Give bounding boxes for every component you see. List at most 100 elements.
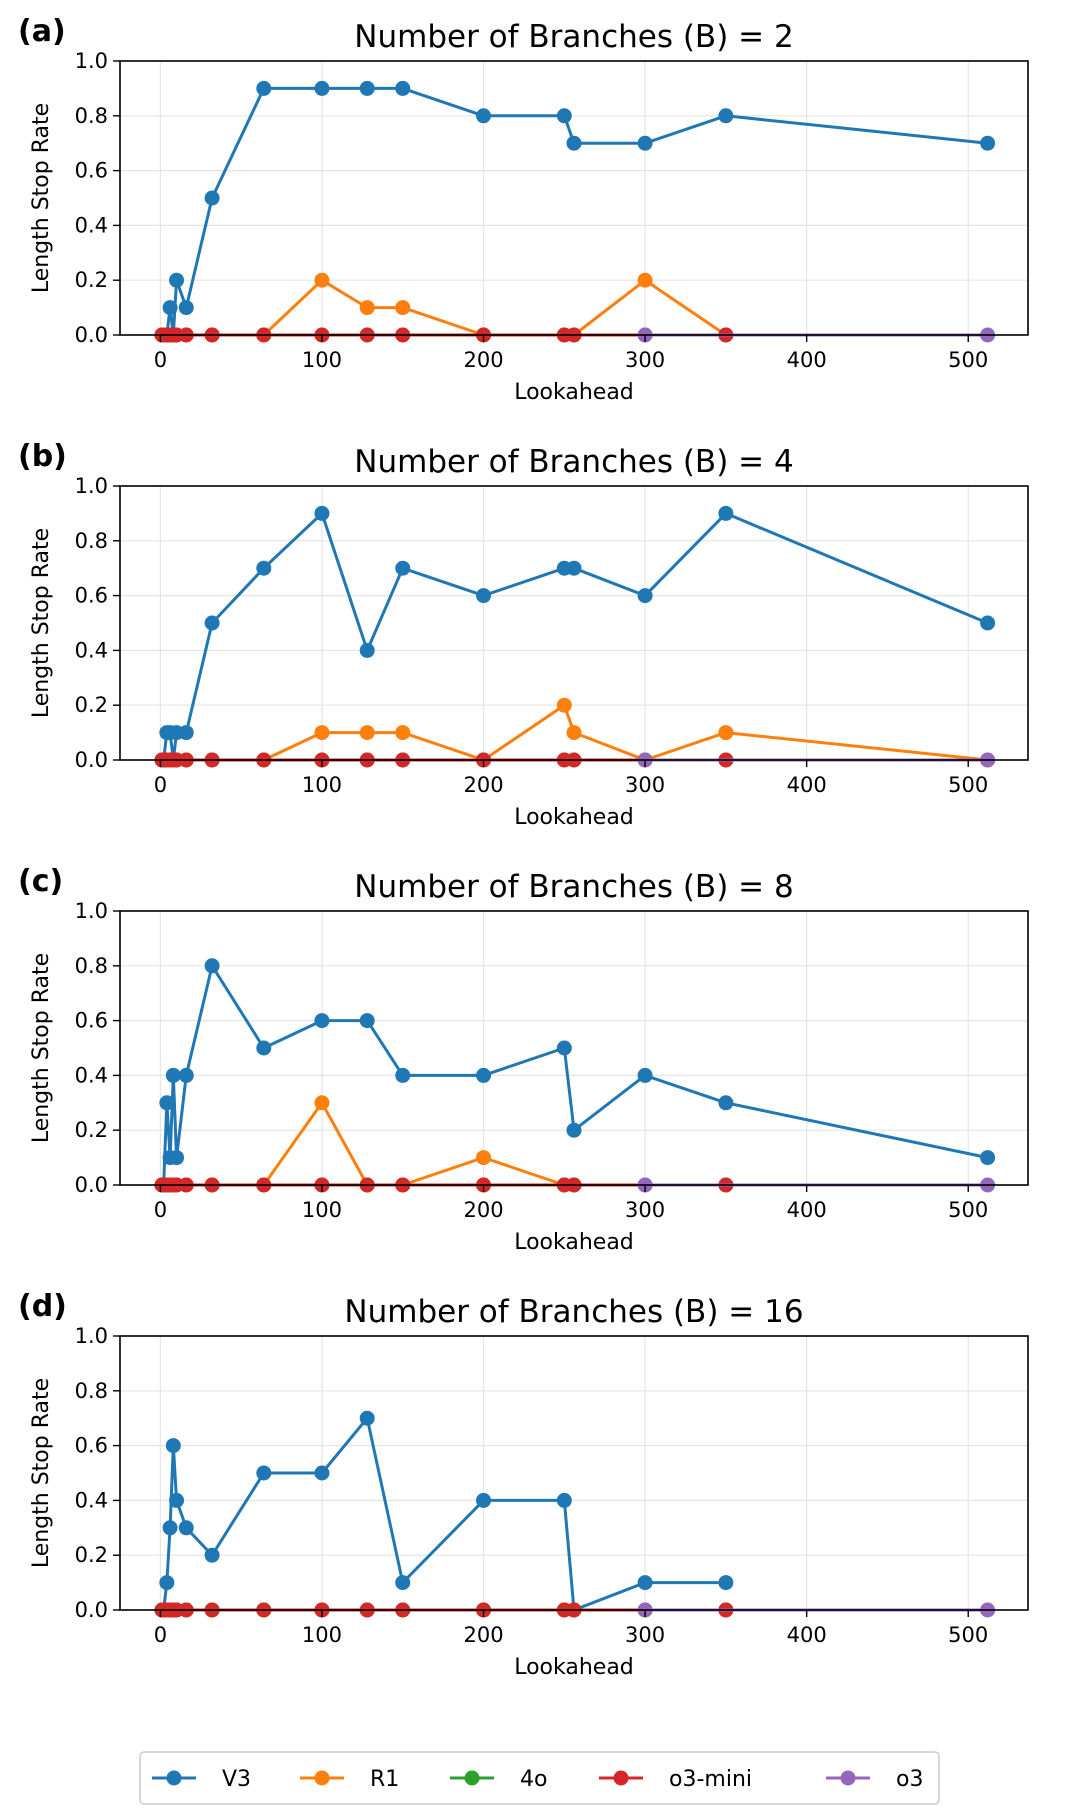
chart-3-x-tick-label: 500	[948, 1198, 988, 1222]
legend: V3 R1 4o o3-mini o3	[139, 1751, 940, 1805]
chart-2-series-v3-point	[314, 505, 330, 521]
chart-1-series-v3-point	[637, 135, 653, 151]
chart-1-y-tick-label: 0.4	[75, 213, 108, 237]
chart-3-series-r1-point	[476, 1150, 492, 1166]
legend-box	[139, 1751, 940, 1805]
chart-4-series-v3-point	[718, 1575, 734, 1591]
chart-3-series-v3-point	[395, 1067, 411, 1083]
chart-1-series-v3-point	[359, 80, 375, 96]
chart-4-x-tick-label: 100	[302, 1623, 342, 1647]
chart-3-series-v3-point	[637, 1067, 653, 1083]
chart-2-x-tick-label: 400	[787, 773, 827, 797]
legend-item-4o: 4o	[450, 1767, 547, 1792]
chart-4-x-axis-label: Lookahead	[514, 1655, 634, 1680]
chart-1-x-axis-label: Lookahead	[514, 380, 634, 405]
chart-3-plot-frame	[119, 910, 1029, 1186]
legend-marker-v3	[166, 1770, 182, 1786]
chart-3-series-v3-point	[980, 1150, 996, 1166]
chart-4-series-v3-point	[159, 1575, 175, 1591]
chart-1-series-r1-point	[314, 272, 330, 288]
chart-1-series-v3-point	[256, 80, 272, 96]
chart-4-series-v3-point	[314, 1465, 330, 1481]
chart-1-series-v3-point	[476, 108, 492, 124]
chart-panels: (a) Number of Branches (B) = 2 0 100 200 300 4…	[18, 14, 1029, 1680]
chart-4-x-tick-label: 400	[787, 1623, 827, 1647]
chart-2-y-tick-label: 0.6	[75, 584, 108, 608]
chart-2-series-v3-point	[718, 505, 734, 521]
chart-2-series-v3-point	[256, 560, 272, 576]
chart-4-series-v3-point	[162, 1520, 178, 1536]
chart-2-x-tick-label: 100	[302, 773, 342, 797]
chart-2-panel-label: (b)	[18, 439, 67, 474]
legend-label-o3-mini: o3-mini	[669, 1767, 752, 1792]
chart-4-series-v3-point	[204, 1547, 220, 1563]
chart-3-series-v3-point	[165, 1067, 181, 1083]
chart-3-series-v3-point	[204, 958, 220, 974]
chart-3-y-tick-label: 0.2	[75, 1118, 108, 1142]
legend-label-r1: R1	[370, 1767, 399, 1792]
legend-marker-r1	[314, 1770, 330, 1786]
chart-2-series-v3-point	[476, 588, 492, 604]
legend-item-o3: o3	[826, 1767, 923, 1792]
chart-1-series-v3-point	[718, 108, 734, 124]
chart-1-x-tick-label: 400	[787, 348, 827, 372]
chart-3-series-v3-point	[178, 1067, 194, 1083]
chart-2-series-v3-point	[980, 615, 996, 631]
chart-1-series-v3-point	[204, 190, 220, 206]
legend-item-r1: R1	[300, 1767, 399, 1792]
chart-3-y-tick-label: 0.4	[75, 1063, 108, 1087]
chart-1-series-v3-point	[178, 300, 194, 316]
chart-3-x-axis-label: Lookahead	[514, 1230, 634, 1255]
legend-label-v3: V3	[222, 1767, 251, 1792]
chart-4-series-v3-point	[637, 1575, 653, 1591]
chart-1-series-v3-point	[395, 80, 411, 96]
chart-1-series-v3-point	[169, 272, 185, 288]
chart-1-x-tick-label: 300	[625, 348, 665, 372]
chart-2-series-v3-point	[395, 560, 411, 576]
legend-marker-o3	[840, 1770, 856, 1786]
chart-3-y-tick-label: 0.0	[75, 1173, 108, 1197]
chart-4-series-v3-point	[165, 1438, 181, 1454]
chart-2-x-tick-label: 0	[154, 773, 167, 797]
chart-3-series-r1-point	[314, 1095, 330, 1111]
chart-1-y-tick-label: 0.0	[75, 323, 108, 347]
chart-1-series-v3-point	[314, 80, 330, 96]
chart-1-title: Number of Branches (B) = 2	[354, 19, 793, 55]
chart-3-series-v3-point	[359, 1013, 375, 1029]
chart-1-plot-frame	[119, 60, 1029, 336]
chart-3-series-v3-point	[476, 1067, 492, 1083]
chart-2-y-tick-label: 0.2	[75, 693, 108, 717]
chart-4-y-tick-label: 0.6	[75, 1434, 108, 1458]
chart-3-y-tick-label: 1.0	[75, 899, 108, 923]
chart-3-x-tick-label: 100	[302, 1198, 342, 1222]
chart-4-series-v3-point	[178, 1520, 194, 1536]
chart-1-series-v3-point	[980, 135, 996, 151]
chart-2-x-tick-label: 500	[948, 773, 988, 797]
chart-2-series-v3-point	[204, 615, 220, 631]
chart-1-series-r1-point	[637, 272, 653, 288]
chart-1: (a) Number of Branches (B) = 2 0 100 200 300 4…	[18, 14, 1029, 405]
legend-marker-o3-mini	[613, 1770, 629, 1786]
chart-3-x-tick-label: 300	[625, 1198, 665, 1222]
chart-1-series-v3-point	[566, 135, 582, 151]
chart-2-y-tick-label: 0.8	[75, 529, 108, 553]
chart-4-y-tick-label: 0.4	[75, 1488, 108, 1512]
chart-3-series-v3-point	[159, 1095, 175, 1111]
chart-2-series-r1-point	[395, 725, 411, 741]
chart-3-panel-label: (c)	[18, 864, 63, 899]
chart-4-series-v3-point	[395, 1575, 411, 1591]
chart-1-series-r1-point	[359, 300, 375, 316]
chart-1-y-tick-label: 0.6	[75, 159, 108, 183]
chart-4-y-tick-label: 0.2	[75, 1543, 108, 1567]
chart-3-series-v3-point	[314, 1013, 330, 1029]
chart-2-series-r1-point	[566, 725, 582, 741]
chart-4-y-tick-label: 0.8	[75, 1379, 108, 1403]
chart-4-series-v3-point	[169, 1492, 185, 1508]
chart-2-x-tick-label: 300	[625, 773, 665, 797]
chart-2-series-v3-line	[162, 511, 989, 762]
chart-1-y-axis-label: Length Stop Rate	[29, 103, 54, 293]
chart-2-series-v3-point	[178, 725, 194, 741]
chart-2-series-v3-point	[566, 560, 582, 576]
chart-2-series-v3-point	[637, 588, 653, 604]
